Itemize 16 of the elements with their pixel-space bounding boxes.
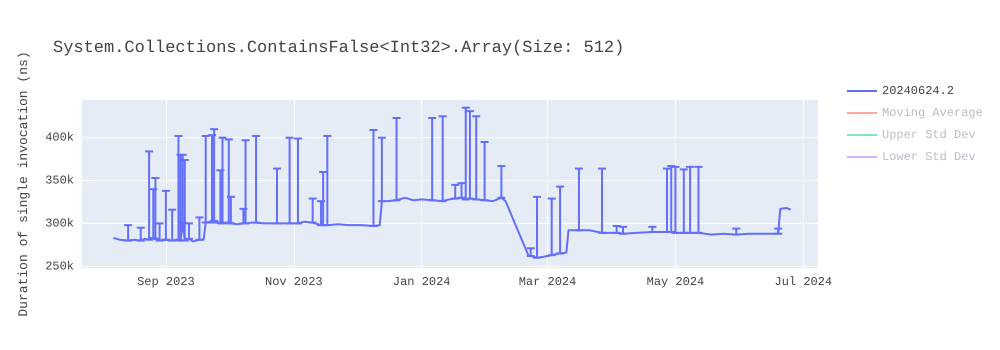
chart-title: System.Collections.ContainsFalse<Int32>.Array(Size: 512) — [53, 39, 624, 58]
y-tick-label: 400k — [45, 130, 74, 145]
x-tick-label: Mar 2024 — [518, 275, 576, 289]
y-tick-label: 350k — [45, 174, 74, 188]
y-tick-label: 300k — [45, 216, 74, 230]
legend-label: Moving Average — [882, 106, 983, 120]
legend-label: Upper Std Dev — [882, 128, 976, 142]
legend-label: Lower Std Dev — [882, 150, 976, 164]
x-tick-label: Jan 2024 — [392, 275, 450, 289]
x-tick-label: Sep 2023 — [137, 275, 195, 289]
x-tick-label: May 2024 — [646, 275, 704, 289]
legend-label: 20240624.2 — [882, 84, 954, 98]
y-tick-label: 250k — [45, 259, 74, 274]
y-axis-title: Duration of single invocation (ns) — [16, 51, 31, 317]
x-tick-label: Jul 2024 — [774, 275, 832, 289]
x-tick-label: Nov 2023 — [264, 275, 323, 289]
